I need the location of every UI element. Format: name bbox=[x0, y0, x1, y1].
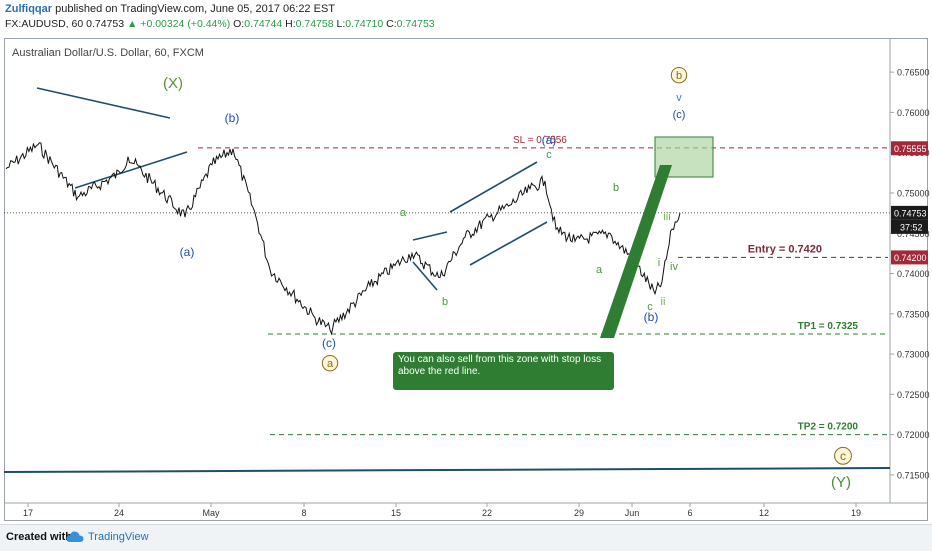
tradingview-cloud-icon[interactable] bbox=[66, 530, 84, 548]
created-with-label: Created with bbox=[6, 531, 73, 543]
close-label: C: bbox=[386, 18, 397, 30]
open-label: O: bbox=[233, 18, 245, 30]
tradingview-brand[interactable]: TradingView bbox=[88, 531, 149, 543]
publish-line: Zulfiqqar published on TradingView.com, … bbox=[5, 3, 335, 15]
author-name[interactable]: Zulfiqqar bbox=[5, 3, 53, 15]
high-value: 0.74758 bbox=[295, 18, 334, 30]
open-value: 0.74744 bbox=[244, 18, 283, 30]
chart-header: Zulfiqqar published on TradingView.com, … bbox=[0, 0, 932, 34]
last-price: 0.74753 bbox=[86, 18, 125, 30]
low-value: 0.74710 bbox=[345, 18, 384, 30]
symbol-label: FX:AUDUSD, 60 bbox=[5, 18, 84, 30]
publish-info: published on TradingView.com, June 05, 2… bbox=[55, 3, 336, 15]
ohlc-line: FX:AUDUSD, 60 0.74753 ▲ +0.00324 (+0.44%… bbox=[5, 18, 435, 30]
price-change: ▲ +0.00324 (+0.44%) bbox=[127, 18, 231, 30]
low-label: L: bbox=[336, 18, 346, 30]
close-value: 0.74753 bbox=[396, 18, 435, 30]
footer: Created with TradingView bbox=[0, 524, 932, 551]
chart-panel[interactable] bbox=[4, 38, 928, 521]
high-label: H: bbox=[285, 18, 296, 30]
